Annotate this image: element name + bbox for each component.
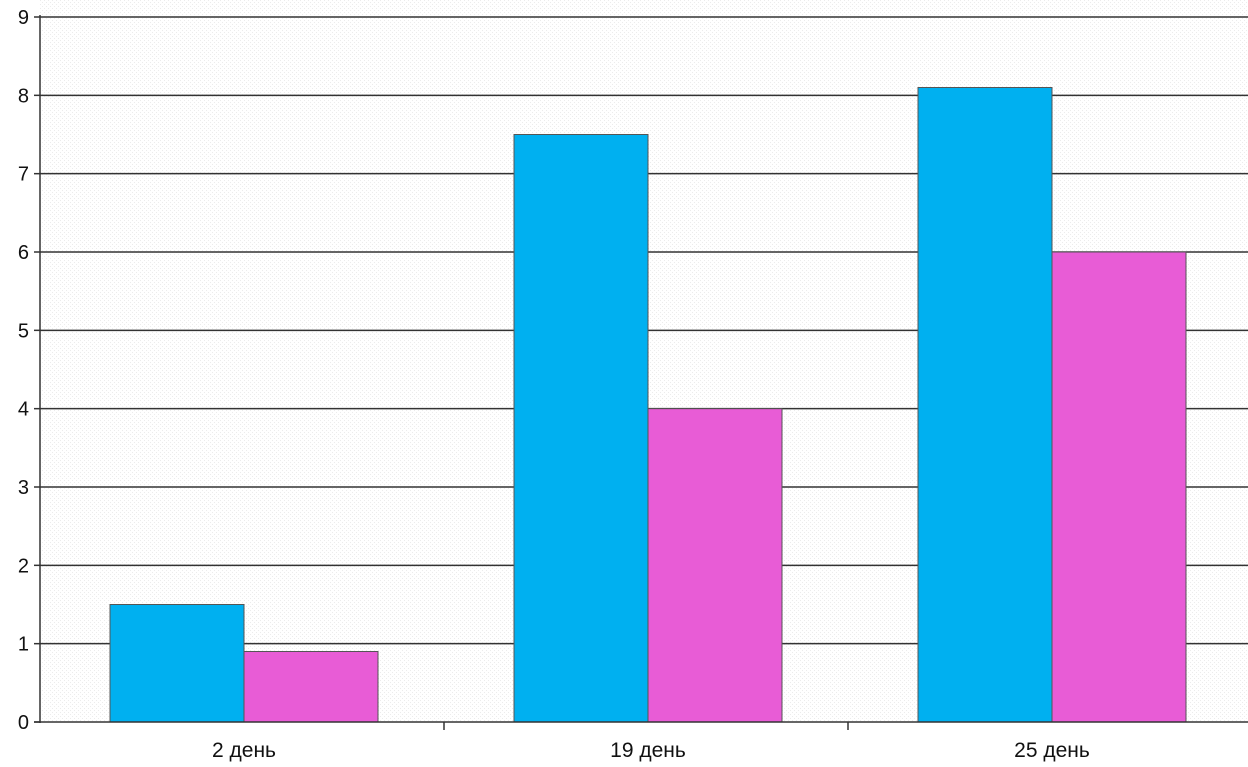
x-category-label: 25 день	[1014, 739, 1090, 762]
y-tick-label: 0	[18, 712, 29, 734]
y-tick-labels: 0 1 2 3 4 5 6 7 8 9	[18, 7, 29, 734]
x-category-label: 19 день	[610, 739, 686, 762]
axes	[34, 15, 1248, 730]
y-tick-label: 9	[18, 7, 29, 29]
y-tick-label: 5	[18, 320, 29, 342]
x-category-label: 2 день	[212, 739, 276, 762]
y-tick-label: 4	[18, 399, 29, 421]
y-tick-label: 2	[18, 555, 29, 577]
bar-series1-1	[513, 134, 649, 723]
y-tick-label: 8	[18, 85, 29, 107]
y-tick-label: 6	[18, 242, 29, 264]
bar-series1-0	[109, 604, 245, 723]
x-tick-labels: 2 день 19 день 25 день	[212, 739, 1090, 762]
y-tick-label: 7	[18, 164, 29, 186]
bars	[109, 87, 1187, 723]
y-tick-label: 1	[18, 634, 29, 656]
bar-series2-0	[243, 651, 379, 723]
bar-series2-2	[1051, 251, 1187, 723]
bar-series1-2	[917, 87, 1053, 723]
bar-series2-1	[647, 408, 783, 723]
y-tick-label: 3	[18, 477, 29, 499]
